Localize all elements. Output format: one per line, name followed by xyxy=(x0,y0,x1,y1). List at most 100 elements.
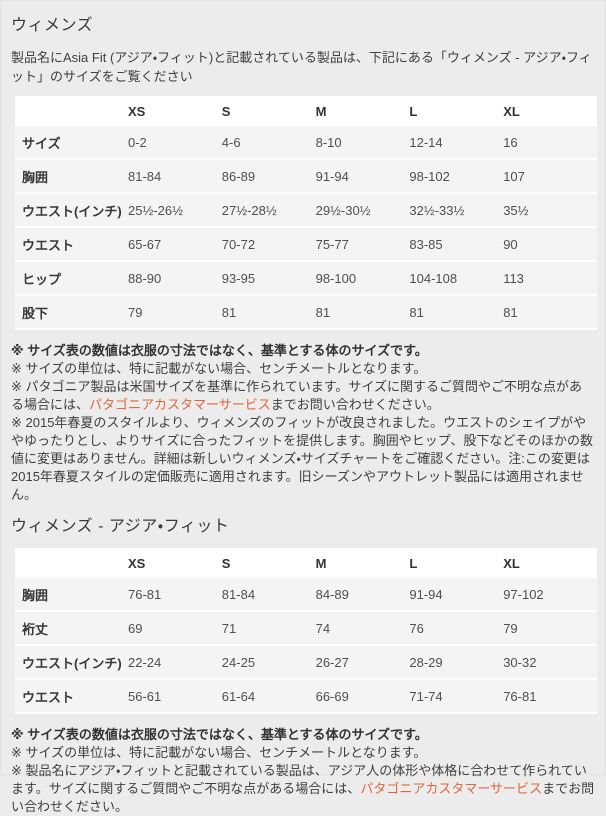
size-cell: 27½-28½ xyxy=(221,194,316,228)
table-row: ヒップ 88-90 93-95 98-100 104-108 113 xyxy=(15,262,597,296)
note-line: ※ 製品名にアジア・フィットと記載されている製品は、アジア人の体形や体格に合わせ… xyxy=(11,762,595,816)
size-cell: 88-90 xyxy=(128,262,222,296)
womens-asia-fit-size-table-head: XS S M L XL xyxy=(15,548,597,578)
size-cell: 8-10 xyxy=(315,126,410,160)
size-cell: 113 xyxy=(503,262,597,296)
size-cell: 81-84 xyxy=(128,160,222,194)
size-cell: 76 xyxy=(409,612,504,646)
column-header-s: S xyxy=(221,96,316,126)
size-cell: 74 xyxy=(315,612,410,646)
size-cell: 69 xyxy=(128,612,222,646)
womens-size-table-head: XS S M L XL xyxy=(15,96,597,126)
size-cell: 29½-30½ xyxy=(315,194,410,228)
row-label: ウエスト xyxy=(15,228,128,262)
row-label: ウエスト xyxy=(15,680,128,714)
size-cell: 97-102 xyxy=(503,578,597,612)
size-cell: 35½ xyxy=(503,194,597,228)
size-cell: 93-95 xyxy=(221,262,316,296)
size-cell: 76-81 xyxy=(128,578,222,612)
size-cell: 71-74 xyxy=(409,680,504,714)
size-cell: 90 xyxy=(503,228,597,262)
size-cell: 24-25 xyxy=(221,646,316,680)
size-cell: 76-81 xyxy=(503,680,597,714)
column-header-xs: XS xyxy=(128,96,222,126)
row-label: ウエスト(インチ) xyxy=(15,194,128,228)
row-label: 胸囲 xyxy=(15,160,128,194)
size-cell: 25½-26½ xyxy=(128,194,222,228)
size-cell: 22-24 xyxy=(128,646,222,680)
womens-asia-fit-heading: ウィメンズ - アジア・フィット xyxy=(11,518,230,535)
size-cell: 81 xyxy=(315,296,410,330)
intro-text: 製品名にAsia Fit (アジア・フィット)と記載されている製品は、下記にある… xyxy=(11,50,592,84)
size-cell: 83-85 xyxy=(409,228,504,262)
size-cell: 32½-33½ xyxy=(409,194,504,228)
womens-asia-fit-size-table-body: 胸囲 76-81 81-84 84-89 91-94 97-102 裄丈 69 71 74 76 79… xyxy=(15,578,597,714)
table-row: ウエスト(インチ) 25½-26½ 27½-28½ 29½-30½ 32½-33½ 35½ xyxy=(15,194,597,228)
note-text: までお問い合わせください。 xyxy=(270,397,440,412)
size-cell: 98-100 xyxy=(315,262,410,296)
womens-size-table-body: サイズ 0-2 4-6 8-10 12-14 16 胸囲 81-84 86-89 91-94 98-… xyxy=(15,126,597,330)
size-cell: 84-89 xyxy=(315,578,410,612)
size-cell: 30-32 xyxy=(503,646,597,680)
size-cell: 61-64 xyxy=(221,680,316,714)
table-row: ウエスト 56-61 61-64 66-69 71-74 76-81 xyxy=(15,680,597,714)
note-line: ※ パタゴニア製品は米国サイズを基準に作られています。サイズに関するご質問やご不… xyxy=(11,378,595,414)
row-label: 裄丈 xyxy=(15,612,128,646)
size-cell: 81 xyxy=(409,296,504,330)
size-cell: 75-77 xyxy=(315,228,410,262)
note-line-bold: ※ サイズ表の数値は衣服の寸法ではなく、基準とする体のサイズです。 xyxy=(11,726,595,744)
note-text: ※ サイズの単位は、特に記載がない場合、センチメートルとなります。 xyxy=(11,745,427,760)
column-header-s: S xyxy=(221,548,316,578)
size-cell: 65-67 xyxy=(128,228,222,262)
column-header-xl: XL xyxy=(503,96,597,126)
size-cell: 12-14 xyxy=(409,126,504,160)
table-row: 胸囲 76-81 81-84 84-89 91-94 97-102 xyxy=(15,578,597,612)
size-cell: 66-69 xyxy=(315,680,410,714)
note-text: ※ 2015年春夏のスタイルより、ウィメンズのフィットが改良されました。ウエスト… xyxy=(11,415,594,502)
row-label: ヒップ xyxy=(15,262,128,296)
column-header-m: M xyxy=(315,548,410,578)
size-cell: 98-102 xyxy=(409,160,504,194)
size-cell: 26-27 xyxy=(315,646,410,680)
size-cell: 56-61 xyxy=(128,680,222,714)
size-cell: 81 xyxy=(503,296,597,330)
note-line: ※ サイズの単位は、特に記載がない場合、センチメートルとなります。 xyxy=(11,360,595,378)
column-header-m: M xyxy=(315,96,410,126)
customer-service-link[interactable]: パタゴニアカスタマーサービス xyxy=(89,397,271,412)
table-row: 裄丈 69 71 74 76 79 xyxy=(15,612,597,646)
row-label: サイズ xyxy=(15,126,128,160)
size-cell: 16 xyxy=(503,126,597,160)
size-cell: 70-72 xyxy=(221,228,316,262)
corner-cell xyxy=(15,548,128,578)
size-cell: 107 xyxy=(503,160,597,194)
table-row: 股下 79 81 81 81 81 xyxy=(15,296,597,330)
size-cell: 86-89 xyxy=(221,160,316,194)
column-header-l: L xyxy=(409,96,504,126)
womens-notes: ※ サイズ表の数値は衣服の寸法ではなく、基準とする体のサイズです。 ※ サイズの単… xyxy=(11,342,595,504)
size-cell: 71 xyxy=(221,612,316,646)
womens-size-table: XS S M L XL サイズ 0-2 4-6 8-10 12-14 16 胸囲 81-84 86-89… xyxy=(15,96,597,330)
size-cell: 79 xyxy=(128,296,222,330)
size-cell: 79 xyxy=(503,612,597,646)
table-row: サイズ 0-2 4-6 8-10 12-14 16 xyxy=(15,126,597,160)
note-text: ※ サイズ表の数値は衣服の寸法ではなく、基準とする体のサイズです。 xyxy=(11,727,428,742)
note-text: ※ パタゴニア製品は米国サイズを基準に作られています。サイズに関するご質問やご不… xyxy=(11,379,583,412)
row-label: ウエスト(インチ) xyxy=(15,646,128,680)
womens-asia-fit-notes: ※ サイズ表の数値は衣服の寸法ではなく、基準とする体のサイズです。 ※ サイズの単… xyxy=(11,726,595,816)
column-header-row: XS S M L XL xyxy=(15,96,597,126)
size-cell: 81 xyxy=(221,296,316,330)
note-line-bold: ※ サイズ表の数値は衣服の寸法ではなく、基準とする体のサイズです。 xyxy=(11,342,595,360)
size-cell: 91-94 xyxy=(409,578,504,612)
customer-service-link[interactable]: パタゴニアカスタマーサービス xyxy=(360,781,543,796)
note-line: ※ 2015年春夏のスタイルより、ウィメンズのフィットが改良されました。ウエスト… xyxy=(11,414,595,504)
row-label: 胸囲 xyxy=(15,578,128,612)
column-header-l: L xyxy=(409,548,504,578)
size-cell: 81-84 xyxy=(221,578,316,612)
table-row: ウエスト 65-67 70-72 75-77 83-85 90 xyxy=(15,228,597,262)
row-label: 股下 xyxy=(15,296,128,330)
size-cell: 104-108 xyxy=(409,262,504,296)
note-text: ※ サイズ表の数値は衣服の寸法ではなく、基準とする体のサイズです。 xyxy=(11,343,428,358)
corner-cell xyxy=(15,96,128,126)
table-row: ウエスト(インチ) 22-24 24-25 26-27 28-29 30-32 xyxy=(15,646,597,680)
